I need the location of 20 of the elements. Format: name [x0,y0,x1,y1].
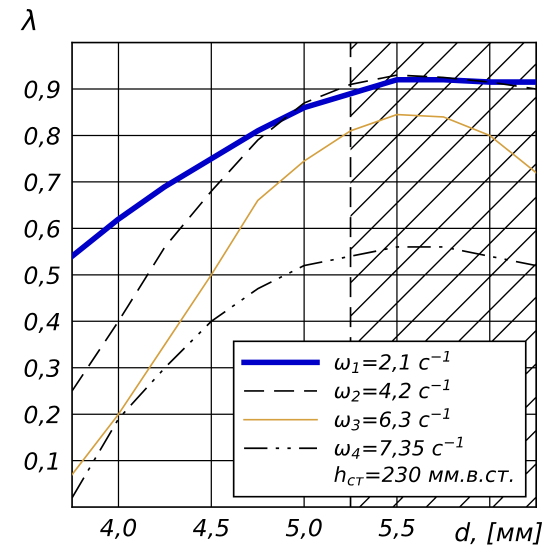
y-tick-label: 0,4 [24,312,60,334]
y-tick-label: 0,8 [24,126,60,148]
y-tick-label: 0,3 [24,359,60,380]
legend-label: ω$_{4}$=7,35 с$^{−1}$ [334,436,463,459]
x-tick-label: 5,5 [378,518,414,539]
x-axis-title: d, [мм] [455,522,542,544]
y-axis-title: λ [20,9,36,30]
y-tick-label: 0,7 [24,173,61,194]
legend-label: ω$_{3}$=6,3 с$^{−1}$ [334,408,450,430]
annotation: h$_{ст}$=230 мм.в.ст. [334,466,512,486]
y-tick-label: 0,5 [24,266,60,287]
x-tick-label: 5,0 [286,518,322,539]
x-tick-label: 4,0 [100,518,136,539]
y-tick-label: 0,9 [24,80,60,101]
legend-label: ω$_{2}$=4,2 с$^{−1}$ [334,379,450,402]
y-tick-label: 0,2 [24,406,60,426]
legend-label: ω$_{1}$=2,1 с$^{−1}$ [334,350,450,373]
y-tick-label: 0,6 [24,220,60,240]
x-tick-label: 4,5 [192,518,229,539]
y-tick-label: 0,1 [24,452,58,472]
